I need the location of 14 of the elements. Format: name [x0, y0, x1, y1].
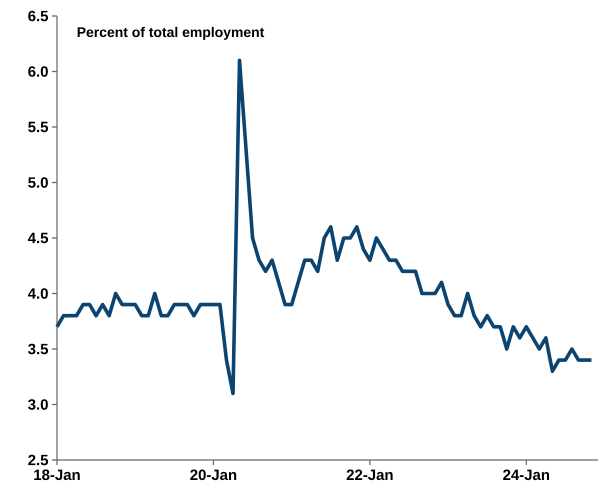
y-tick-label: 2.5	[28, 454, 48, 466]
y-tick-label: 5.0	[28, 177, 48, 188]
y-tick-label: 5.5	[28, 122, 48, 132]
y-tick-label: 4.5	[28, 232, 48, 244]
x-tick-label: 22-Jan	[346, 470, 393, 480]
y-tick-label: 3.5	[28, 344, 48, 354]
x-tick-label: 18-Jan	[34, 470, 80, 480]
x-tick-label: 20-Jan	[190, 470, 236, 480]
y-tick-label: 6.0	[28, 66, 48, 77]
y-tick-label: 3.0	[28, 399, 48, 410]
text: Percent of total employment	[78, 26, 264, 40]
y-tick-label: 6.5	[28, 10, 48, 22]
x-tick-label: 24-Jan	[503, 470, 550, 480]
y-tick-label: 4.0	[28, 288, 48, 299]
